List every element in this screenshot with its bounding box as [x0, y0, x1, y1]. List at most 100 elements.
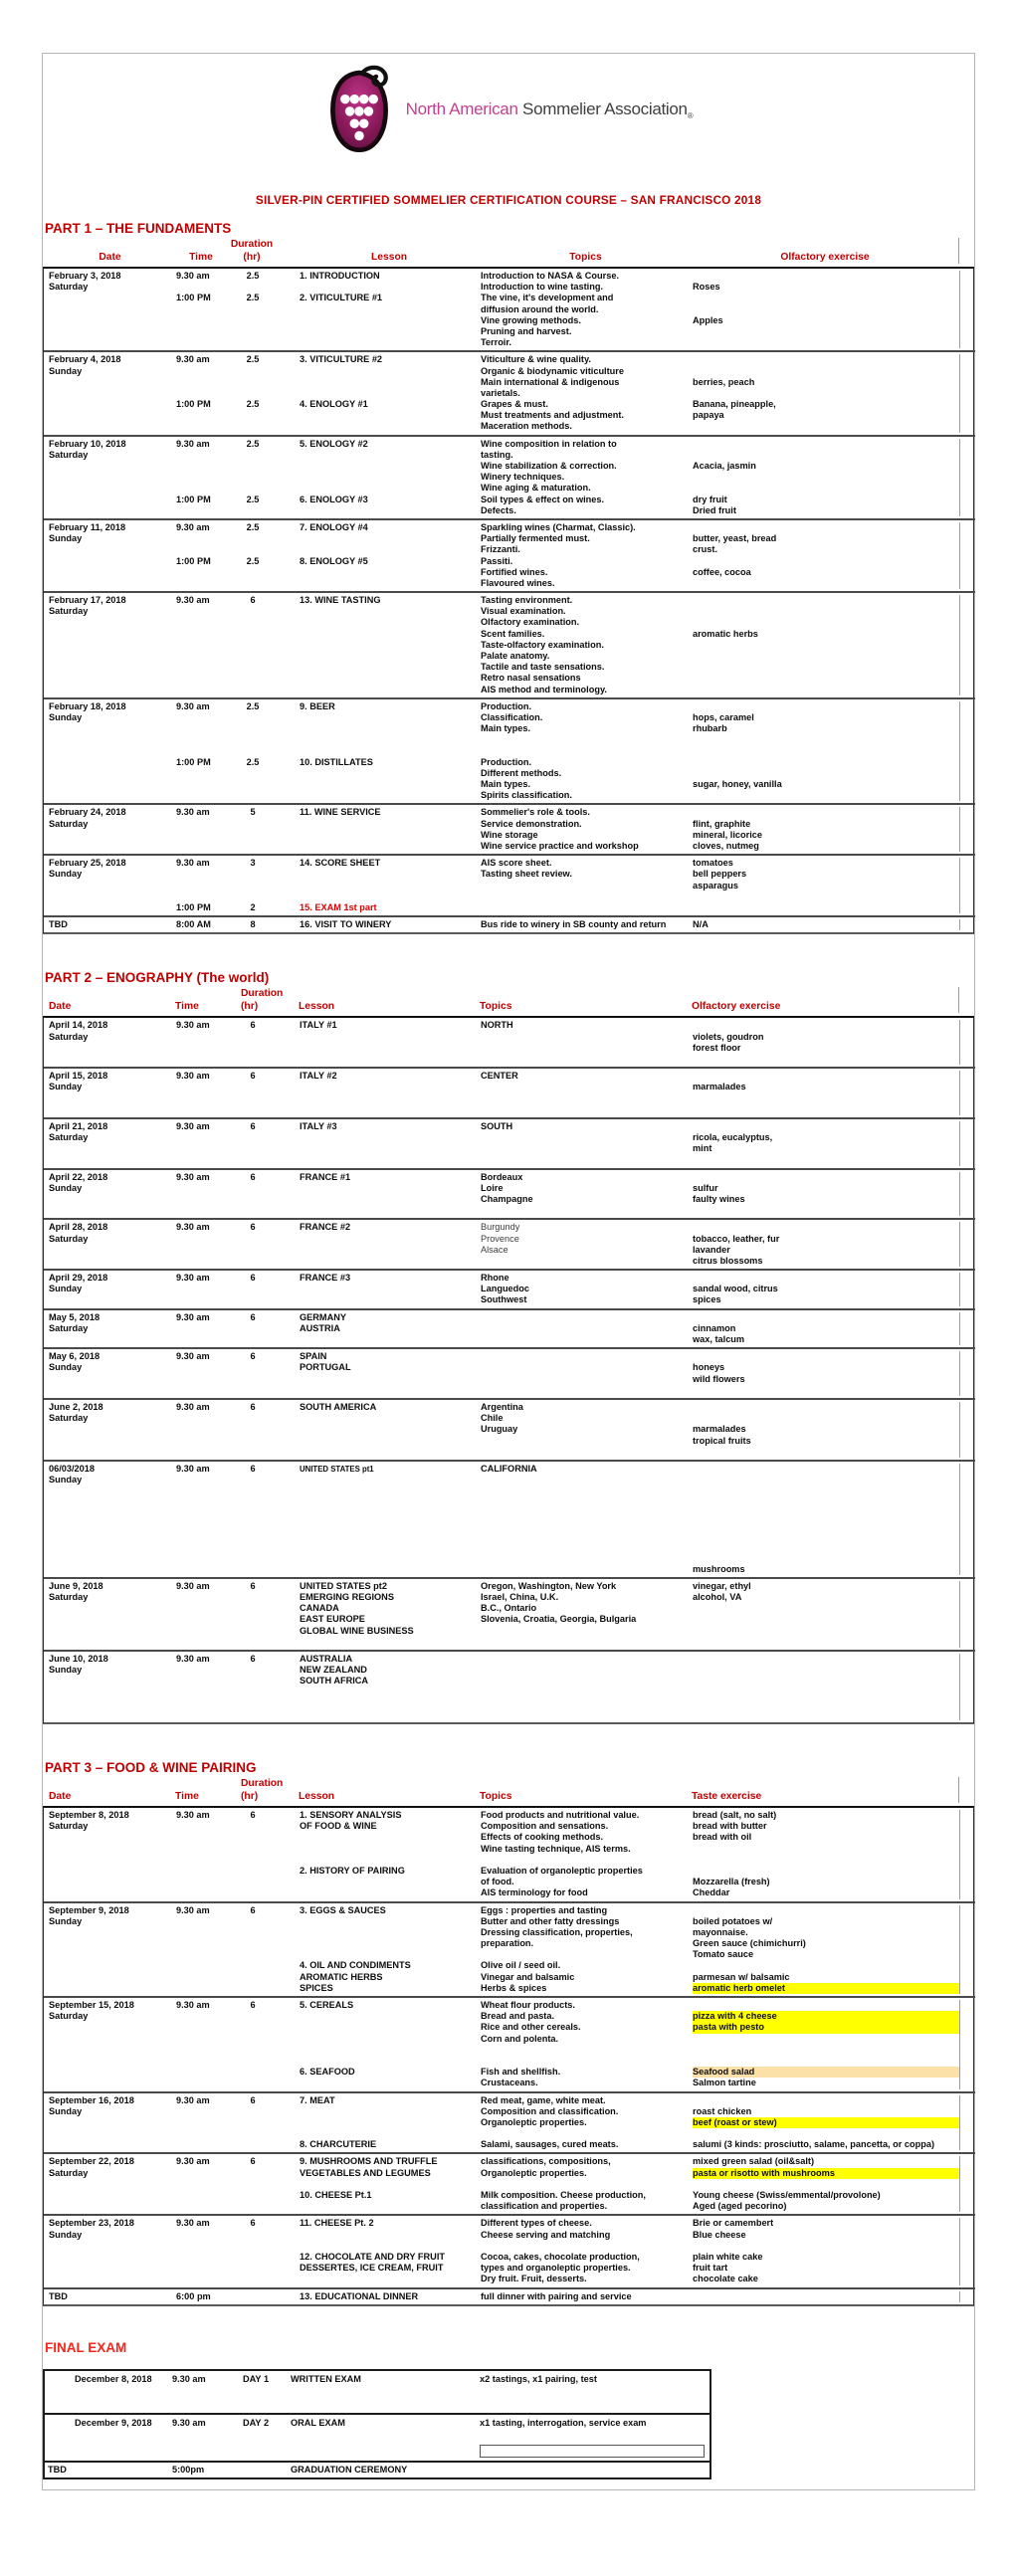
cell-line: OF FOOD & WINE: [300, 1821, 377, 1832]
cell-line: Composition and classification.: [481, 2105, 619, 2116]
col-lesson: 1. SENSORY ANALYSIS OF FOOD & WINE 2. HIS…: [278, 1810, 481, 1899]
header-cell: Topics: [480, 1777, 692, 1803]
cell-line: classification and properties.: [481, 2201, 608, 2212]
cell-line: varietals.: [481, 387, 520, 398]
cell-line: [300, 1637, 481, 1648]
cell-line: 2. VITICULTURE #1: [300, 293, 383, 303]
cell-line: honeys: [693, 1362, 725, 1373]
cell-line: 9.30 am: [176, 2156, 210, 2167]
cell-line: mint: [693, 1143, 712, 1154]
col-topics: Bordeaux Loire Champagne: [481, 1172, 693, 1217]
col-duration: 6: [228, 1581, 278, 1648]
cell-line: Olive oil / seed oil.: [481, 1960, 561, 1971]
col-topics: [481, 1654, 693, 1720]
cell-line: [693, 1172, 959, 1183]
col-time: 9.30 am: [173, 1905, 228, 1995]
cell-line: [693, 1475, 959, 1486]
col-date: April 29, 2018 Sunday: [44, 1273, 173, 1306]
col-time: 9.30 am 1:00 PM: [173, 271, 228, 348]
cell-line: faulty wines: [693, 1193, 745, 1204]
cell-line: Champagne: [481, 1193, 533, 1204]
col-date: September 9, 2018 Sunday: [44, 1905, 173, 1995]
col-tail: [959, 2290, 975, 2302]
cell-line: 9.30 am: [176, 2094, 210, 2105]
col-exercise: Roses Apples: [693, 271, 959, 348]
schedule-row: September 9, 2018 Sunday 9.30 am 6 3. EGGS &…: [44, 1900, 975, 1997]
cell-line: 8:00 AM: [176, 919, 211, 930]
cell-line: Organoleptic properties.: [481, 2116, 587, 2127]
cell-line: [481, 2128, 693, 2139]
cell-line: Production.: [481, 756, 532, 767]
col-tail: [959, 1020, 975, 1066]
col-lesson: 11. CHEESE Pt. 2 12. CHOCOLATE AND DRY F…: [278, 2218, 481, 2284]
cell-line: Sunday: [49, 1082, 83, 1092]
col-lesson: AUSTRALIA NEW ZEALAND SOUTH AFRICA: [278, 1654, 481, 1720]
col-duration: 6: [228, 1222, 278, 1267]
cell-line: 9.30 am: [176, 700, 210, 711]
cell-line: [693, 2179, 959, 2190]
cell-line: Introduction to NASA & Course.: [481, 271, 619, 281]
cell-line: Uruguay: [481, 1424, 518, 1435]
cell-line: Fortified wines.: [481, 566, 548, 577]
schedule-row: May 5, 2018 Saturday 9.30 am 6 GERMANY AUSTRI…: [44, 1307, 975, 1348]
cell-line: 6. SEAFOOD: [300, 2067, 355, 2078]
final-exam-heading: FINAL EXAM: [45, 2339, 127, 2355]
cell-line: [693, 595, 959, 606]
cell-line: Classification.: [481, 711, 543, 722]
exam-date: December 8, 2018: [75, 2373, 152, 2384]
cell-line: 2.5: [246, 494, 260, 504]
cell-line: 9.30 am: [176, 354, 210, 365]
cell-line: Tasting sheet review.: [481, 869, 572, 880]
cell-line: 1:00 PM: [176, 494, 211, 504]
cell-line: 6: [250, 2218, 256, 2229]
col-exercise: honeys wild flowers: [693, 1351, 959, 1396]
header-cell: Date: [43, 238, 172, 264]
col-exercise: violets, goudron forest floor: [693, 1020, 959, 1065]
cell-line: Pruning and harvest.: [481, 325, 572, 336]
cell-line: [693, 701, 959, 712]
header-label: Duration: [241, 1778, 284, 1789]
header-label: Olfactory exercise: [692, 1001, 781, 1013]
col-date: April 22, 2018 Sunday: [44, 1172, 173, 1217]
cell-line: Salami, sausages, cured meats.: [481, 2139, 619, 2150]
exam-date: December 9, 2018: [75, 2417, 152, 2428]
cell-line: GLOBAL WINE BUSINESS: [300, 1625, 414, 1636]
cell-line: Provence: [481, 1233, 519, 1244]
cell-line: 13. EDUCATIONAL DINNER: [300, 2290, 419, 2301]
cell-line: GERMANY: [300, 1311, 346, 1322]
schedule-row: February 10, 2018 Saturday 9.30 am 1:00 PM…: [44, 434, 975, 518]
col-exercise: Brie or camembert Blue cheese plain white…: [693, 2218, 959, 2284]
cell-line: beef (roast or stew): [693, 2116, 959, 2129]
cell-line: 15. EXAM 1st part: [300, 901, 377, 912]
cell-line: 5. ENOLOGY #2: [300, 438, 368, 449]
col-topics: Food products and nutritional value. Comp…: [481, 1810, 693, 1899]
header-label: Duration: [230, 239, 274, 250]
cell-line: citrus blossoms: [693, 1255, 763, 1266]
cell-line: Cocoa, cakes, chocolate production,: [481, 2251, 640, 2262]
cell-line: bell peppers: [693, 869, 747, 880]
cell-line: chocolate cake: [693, 2274, 758, 2284]
cell-line: [693, 271, 959, 282]
cell-line: Saturday: [49, 2011, 89, 2022]
cell-line: [693, 1205, 959, 1216]
exam-details: [480, 2465, 710, 2477]
col-topics: Sommelier's role & tools. Service demonst…: [481, 807, 693, 852]
col-exercise: flint, graphite mineral, licorice cloves, …: [693, 807, 959, 852]
cell-line: April 22, 2018: [49, 1171, 108, 1182]
cell-line: mushrooms: [693, 1563, 745, 1574]
col-time: 9.30 am 1:00 PM: [173, 701, 228, 802]
cell-line: [300, 2179, 481, 2190]
col-duration: 2.5 2.5: [228, 522, 278, 589]
cell-line: Brie or camembert: [693, 2218, 774, 2229]
cell-line: [693, 1385, 959, 1396]
cell-line: Cheese serving and matching: [481, 2229, 611, 2240]
schedule-row: TBD 8:00 AM 8 16. VISIT TO WINERY Bus ride t…: [44, 915, 975, 932]
cell-line: Oregon, Washington, New York: [481, 1580, 617, 1591]
cell-line: Loire: [481, 1182, 504, 1193]
cell-line: asparagus: [693, 880, 738, 891]
cell-line: Fish and shellfish.: [481, 2067, 561, 2078]
cell-line: [693, 1402, 959, 1413]
cell-line: [176, 892, 228, 902]
cell-line: Seafood salad: [693, 2067, 959, 2079]
cell-line: [300, 377, 481, 388]
